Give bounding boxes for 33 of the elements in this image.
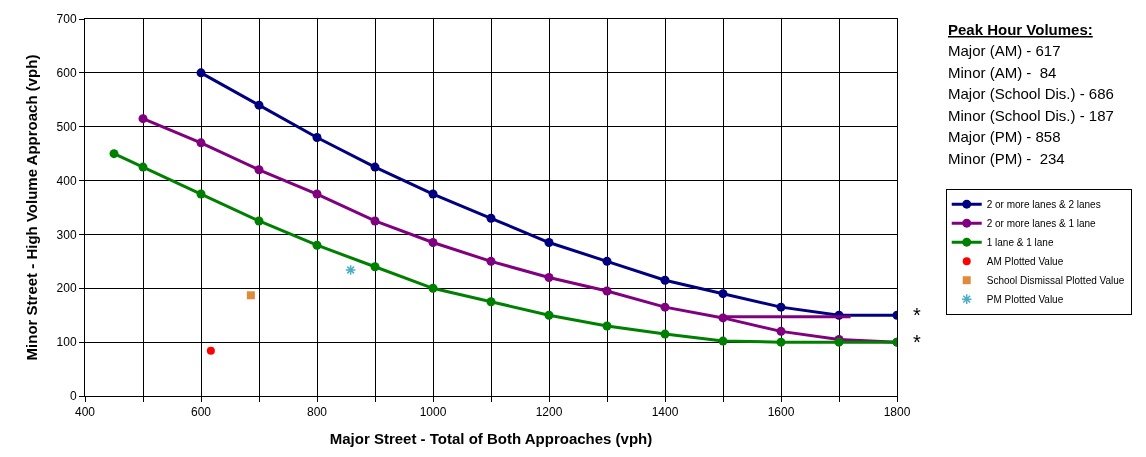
annotation: * <box>913 304 921 326</box>
y-axis-title: Minor Street - High Volume Approach (vph) <box>22 54 40 361</box>
y-tick-label: 300 <box>56 227 77 242</box>
text: Minor (AM) - 84 <box>948 64 1057 81</box>
x-tick-label: 1600 <box>767 405 795 420</box>
text: Peak Hour Volumes: <box>948 21 1093 38</box>
y-tick-label: 600 <box>56 66 77 81</box>
y-tick-label: 700 <box>56 12 77 27</box>
text: Major (School Dis.) - 686 <box>948 85 1114 102</box>
y-tick-label: 400 <box>56 173 77 188</box>
x-tick-label: 400 <box>74 405 96 420</box>
x-tick-label: 1800 <box>883 405 911 420</box>
x-tick-label: 1400 <box>651 405 679 420</box>
legend-label: 2 or more lanes & 2 lanes <box>986 199 1101 211</box>
legend-label: School Dismissal Plotted Value <box>986 275 1125 287</box>
x-tick-label: 1000 <box>419 405 447 420</box>
annotation: * <box>913 331 921 353</box>
legend-label: 1 lane & 1 lane <box>986 237 1054 249</box>
y-tick-label: 200 <box>56 281 77 296</box>
x-axis-title: Major Street - Total of Both Approaches (vph) <box>329 430 653 448</box>
x-tick-label: 800 <box>306 405 328 420</box>
text: Minor (PM) - 234 <box>948 150 1065 167</box>
text: Minor (School Dis.) - 187 <box>948 107 1114 124</box>
legend-label: AM Plotted Value <box>986 256 1064 268</box>
y-tick-label: 0 <box>69 389 77 404</box>
legend-label: 2 or more lanes & 1 lane <box>986 218 1097 230</box>
x-tick-label: 600 <box>190 405 212 420</box>
x-tick-label: 1200 <box>535 405 563 420</box>
legend-label: PM Plotted Value <box>986 294 1064 306</box>
y-tick-label: 100 <box>56 335 77 350</box>
text: Major (AM) - 617 <box>948 42 1061 59</box>
text: Major (PM) - 858 <box>948 128 1061 145</box>
y-tick-label: 500 <box>56 119 77 134</box>
